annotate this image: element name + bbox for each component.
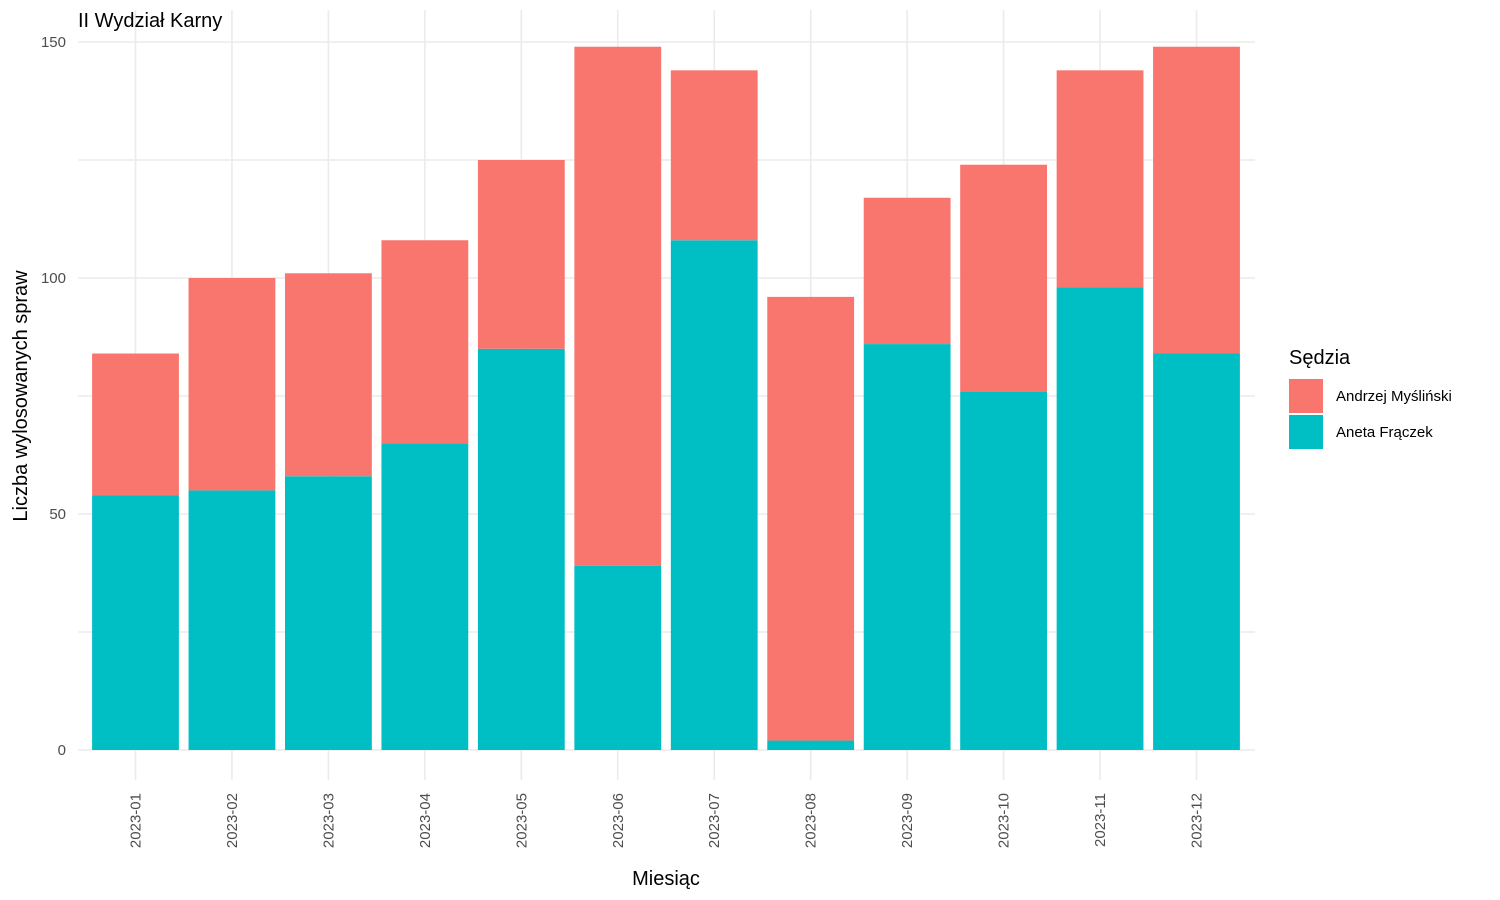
legend-title: Sędzia: [1289, 347, 1351, 369]
bar-segment-andrzej-myslinski: [285, 273, 372, 477]
x-tick-label: 2023-04: [417, 793, 434, 848]
x-tick-label: 2023-07: [706, 793, 723, 848]
bar-segment-aneta-fraczek: [1056, 287, 1144, 750]
x-tick-label: 2023-01: [128, 793, 145, 848]
x-tick-label: 2023-03: [320, 793, 337, 848]
legend: Sędzia Andrzej Myśliński Aneta Frączek: [1289, 347, 1452, 449]
bar-segment-aneta-fraczek: [92, 495, 179, 750]
y-tick-label: 150: [41, 34, 66, 51]
bar-segment-aneta-fraczek: [960, 391, 1047, 750]
bar-segment-andrzej-myslinski: [92, 353, 179, 496]
legend-label: Aneta Frączek: [1336, 424, 1433, 441]
bars: [92, 46, 1240, 751]
y-tick-label: 100: [41, 270, 66, 287]
bar-segment-aneta-fraczek: [285, 476, 372, 750]
chart-title: II Wydział Karny: [78, 10, 222, 32]
bar-segment-andrzej-myslinski: [188, 278, 276, 491]
bar-segment-andrzej-myslinski: [574, 46, 662, 566]
x-tick-label: 2023-06: [610, 793, 627, 848]
x-tick-label: 2023-02: [224, 793, 241, 848]
bar-segment-andrzej-myslinski: [381, 240, 469, 444]
bar-segment-aneta-fraczek: [188, 490, 276, 750]
y-tick-label: 0: [58, 742, 66, 759]
bar-segment-andrzej-myslinski: [670, 70, 758, 241]
bar-segment-andrzej-myslinski: [960, 164, 1047, 392]
x-tick-label: 2023-11: [1092, 793, 1109, 847]
x-tick-label: 2023-05: [513, 793, 530, 848]
x-tick-labels: 2023-01 2023-02 2023-03 2023-04 2023-05 2023-…: [128, 793, 1206, 848]
legend-swatch: [1289, 415, 1323, 449]
bar-segment-andrzej-myslinski: [1153, 46, 1240, 354]
bar-segment-aneta-fraczek: [863, 344, 951, 750]
x-tick-label: 2023-09: [899, 793, 916, 848]
bar-segment-aneta-fraczek: [1153, 353, 1240, 750]
bar-segment-aneta-fraczek: [381, 443, 469, 750]
bar-segment-aneta-fraczek: [477, 348, 565, 750]
y-tick-labels: 0 50 100 150: [41, 34, 66, 759]
y-axis-title: Liczba wylosowanych spraw: [10, 270, 32, 522]
x-axis-title: Miesiąc: [632, 868, 700, 890]
bar-segment-andrzej-myslinski: [1056, 70, 1144, 288]
bar-segment-andrzej-myslinski: [863, 197, 951, 345]
x-tick-label: 2023-12: [1189, 793, 1206, 848]
bar-segment-andrzej-myslinski: [767, 296, 855, 741]
legend-label: Andrzej Myśliński: [1336, 388, 1452, 405]
bar-segment-andrzej-myslinski: [477, 160, 565, 349]
bar-segment-aneta-fraczek: [670, 240, 758, 751]
x-tick-label: 2023-08: [803, 793, 820, 848]
bar-segment-aneta-fraczek: [574, 565, 662, 750]
x-tick-label: 2023-10: [996, 793, 1013, 848]
bar-segment-aneta-fraczek: [767, 740, 855, 750]
legend-swatch: [1289, 379, 1323, 413]
y-tick-label: 50: [49, 506, 66, 523]
